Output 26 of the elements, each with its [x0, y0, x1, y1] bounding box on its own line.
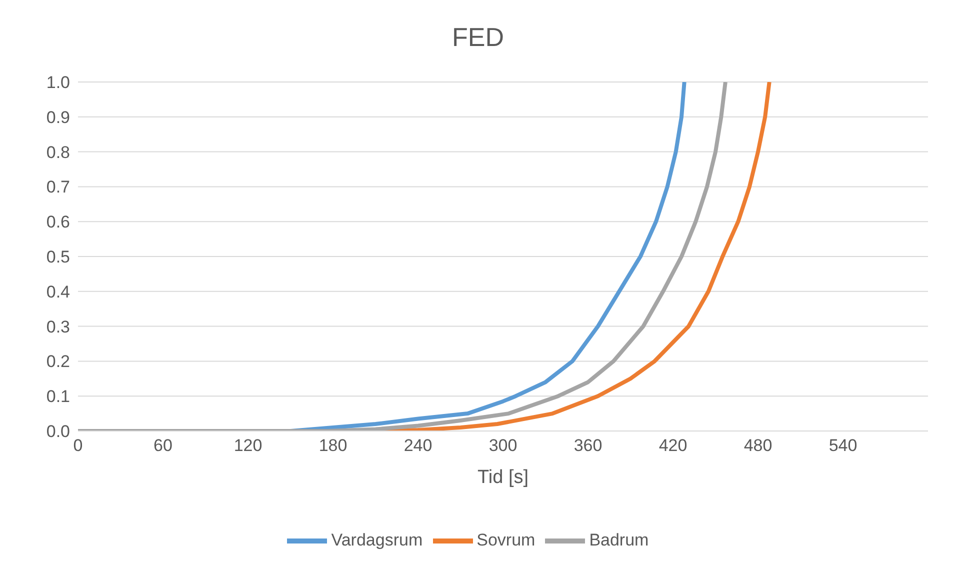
x-tick-label: 360 [574, 436, 602, 456]
y-tick-label: 1.0 [46, 73, 70, 92]
legend-label: Vardagsrum [331, 530, 423, 550]
x-axis-title: Tid [s] [477, 467, 529, 488]
x-tick-label: 0 [73, 436, 83, 456]
y-tick-label: 0.3 [46, 317, 70, 336]
y-tick-label: 0.8 [46, 142, 70, 162]
legend-label: Badrum [589, 530, 649, 550]
x-tick-label: 420 [658, 436, 688, 456]
x-tick-label: 540 [828, 436, 858, 456]
x-tick-label: 120 [234, 436, 262, 456]
y-tick-label: 0.4 [46, 282, 70, 302]
x-tick-label: 60 [154, 436, 172, 456]
legend-label: Sovrum [476, 530, 536, 550]
y-tick-label: 0.1 [46, 387, 70, 406]
y-tick-label: 0.5 [46, 248, 70, 267]
chart-title: FED [451, 21, 505, 54]
y-tick-label: 0.2 [46, 352, 70, 372]
y-tick-label: 0.9 [46, 108, 70, 127]
y-tick-label: 0.6 [46, 212, 70, 232]
x-tick-label: 180 [318, 436, 348, 456]
x-tick-label: 300 [488, 436, 518, 456]
x-tick-label: 240 [404, 436, 432, 456]
y-tick-label: 0.0 [46, 422, 70, 442]
x-tick-label: 480 [744, 436, 772, 456]
y-tick-label: 0.7 [46, 178, 70, 197]
